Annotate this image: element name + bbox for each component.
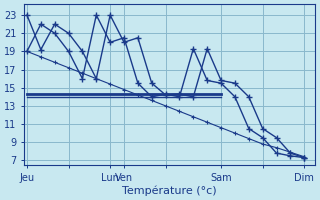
X-axis label: Température (°c): Température (°c) <box>123 185 217 196</box>
